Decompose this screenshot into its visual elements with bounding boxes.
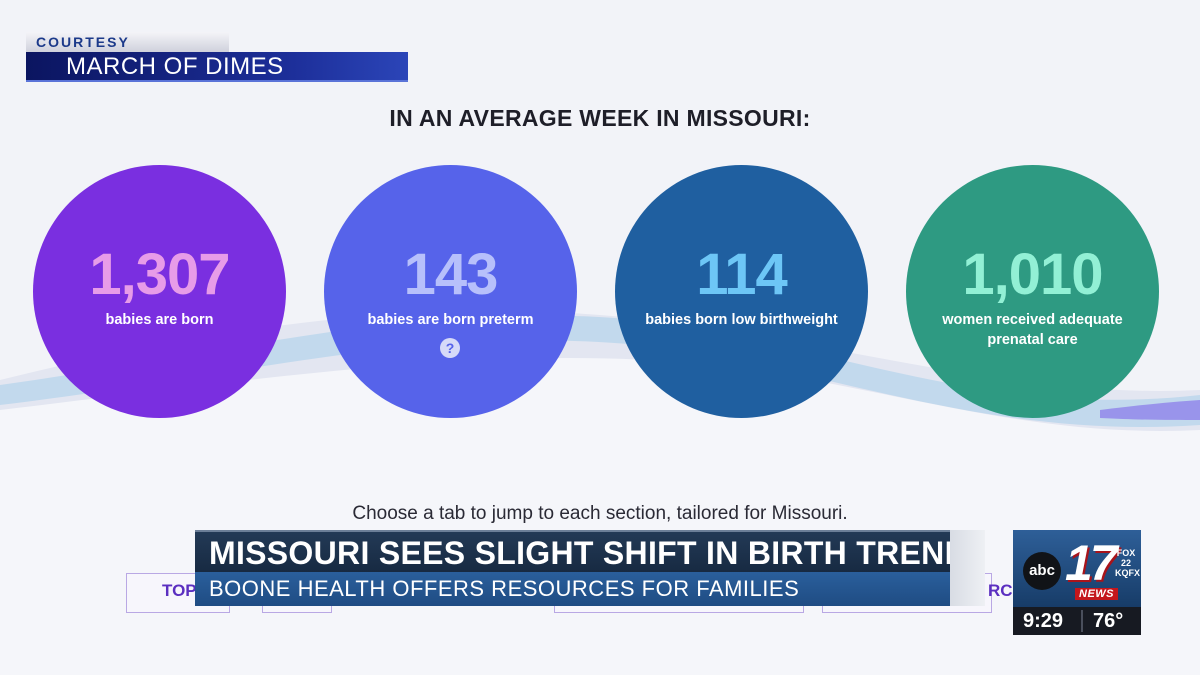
- partner-call: KQFX: [1115, 568, 1141, 578]
- lower-third-end-cap: [950, 530, 985, 606]
- stat-label: women received adequate prenatal care: [942, 312, 1123, 348]
- temperature: 76°: [1093, 610, 1124, 632]
- fox-logo-icon: FOX 22 KQFX: [1115, 548, 1141, 578]
- tab-prompt: Choose a tab to jump to each section, ta…: [352, 503, 848, 524]
- tab-label-left: TOPI: [162, 581, 202, 600]
- clock-time: 9:29: [1023, 610, 1064, 632]
- time-temp-bar: 9:29 76°: [1013, 607, 1141, 635]
- tab-label-right: RC: [988, 581, 1013, 600]
- courtesy-source: MARCH OF DIMES: [26, 52, 408, 82]
- separator: [1081, 610, 1083, 632]
- stat-circle-born: 1,307 babies are born: [33, 165, 286, 418]
- stat-label: babies are born preterm: [367, 312, 534, 328]
- partner-label: FOX 22: [1116, 548, 1136, 568]
- abc-logo-icon: abc: [1023, 552, 1061, 590]
- stat-number: 1,010: [962, 242, 1103, 307]
- station-logo: abc 17 FOX 22 KQFX NEWS: [1013, 530, 1141, 607]
- news-lower-third: MISSOURI SEES SLIGHT SHIFT IN BIRTH TREN…: [195, 530, 985, 608]
- channel-number: 17: [1065, 535, 1118, 591]
- courtesy-graphic: COURTESY MARCH OF DIMES: [26, 32, 408, 82]
- stat-number: 143: [403, 242, 499, 307]
- page-headline: IN AN AVERAGE WEEK IN MISSOURI:: [389, 105, 811, 131]
- stat-number: 1,307: [89, 242, 230, 307]
- stat-circle-low-birthweight: 114 babies born low birthweight: [615, 165, 868, 418]
- courtesy-label: COURTESY: [26, 32, 229, 52]
- lower-third-headline: MISSOURI SEES SLIGHT SHIFT IN BIRTH TREN…: [195, 530, 965, 572]
- stat-number: 114: [696, 242, 788, 307]
- stat-label: babies are born: [105, 312, 214, 328]
- news-label: NEWS: [1075, 588, 1118, 600]
- stat-circle-prenatal-care: 1,010 women received adequate prenatal c…: [906, 165, 1159, 418]
- stat-label: babies born low birthweight: [645, 312, 838, 328]
- stat-circle-preterm: 143 babies are born preterm ?: [324, 165, 577, 418]
- help-icon[interactable]: ?: [440, 338, 460, 358]
- lower-third-subhead: BOONE HEALTH OFFERS RESOURCES FOR FAMILI…: [195, 572, 965, 606]
